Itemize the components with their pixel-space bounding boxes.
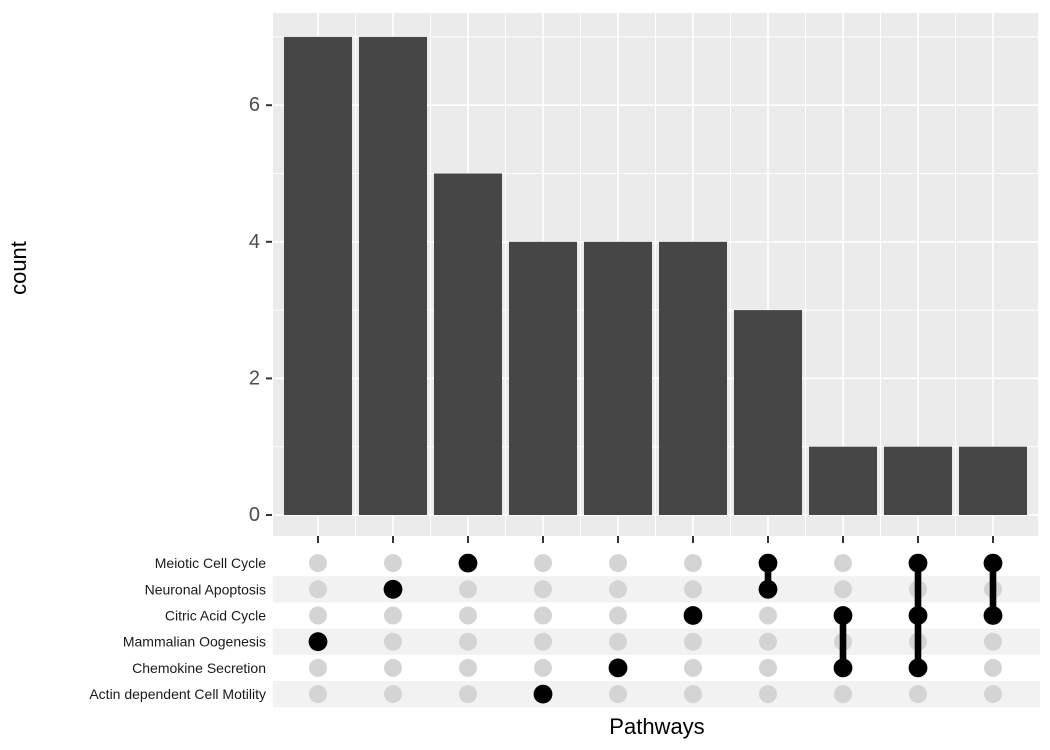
bar (434, 173, 502, 515)
bar (884, 446, 952, 515)
matrix-dot-active (458, 553, 478, 573)
matrix-dot-inactive (459, 685, 477, 704)
matrix-dot-inactive (534, 554, 552, 573)
matrix-dot-inactive (309, 580, 327, 599)
y-tick-label: 2 (249, 367, 260, 389)
matrix-dot-active (758, 553, 778, 573)
bars (284, 36, 1027, 516)
matrix-dot-active (983, 606, 1003, 625)
matrix-dot-inactive (459, 632, 477, 651)
set-label: Actin dependent Cell Motility (89, 686, 266, 702)
matrix-dot-inactive (759, 685, 777, 704)
matrix-dot-inactive (384, 685, 402, 704)
bar (809, 446, 877, 515)
matrix-dot-inactive (534, 606, 552, 625)
axis-ticks (266, 104, 994, 543)
y-tick-label: 0 (249, 504, 260, 526)
matrix-dot-inactive (609, 554, 627, 573)
matrix-dot-inactive (309, 554, 327, 573)
matrix-dot-active (908, 606, 928, 625)
matrix-dot-inactive (984, 658, 1002, 677)
matrix-dot-inactive (684, 658, 702, 677)
matrix-dot-inactive (684, 580, 702, 599)
matrix-dot-inactive (384, 658, 402, 677)
matrix-dot-inactive (534, 658, 552, 677)
bar (959, 446, 1027, 515)
matrix-dot-active (833, 606, 853, 625)
matrix-dot-inactive (384, 554, 402, 573)
matrix-dot-active (908, 658, 928, 678)
matrix-dot-inactive (834, 580, 852, 599)
y-tick-labels: 0 2 4 6 (249, 94, 260, 526)
x-axis-title: Pathways (609, 714, 705, 739)
set-label: Mammalian Oogenesis (123, 634, 266, 650)
matrix-dot-inactive (459, 580, 477, 599)
matrix-dot-active (833, 658, 853, 678)
set-label: Chemokine Secretion (132, 660, 266, 676)
matrix-dot-inactive (684, 685, 702, 704)
bar (284, 36, 352, 516)
matrix-dot-inactive (759, 658, 777, 677)
bar (509, 241, 577, 515)
matrix-dot-inactive (609, 685, 627, 704)
matrix-dot-inactive (909, 685, 927, 704)
matrix-dot-inactive (609, 606, 627, 625)
matrix-dot-inactive (309, 658, 327, 677)
matrix-dot-inactive (384, 606, 402, 625)
matrix-dot-inactive (984, 632, 1002, 651)
y-tick-label: 4 (249, 231, 260, 253)
set-label: Citric Acid Cycle (165, 608, 266, 624)
set-label: Meiotic Cell Cycle (155, 555, 266, 571)
matrix-dot-inactive (759, 606, 777, 625)
bar (584, 241, 652, 515)
matrix-dot-active (608, 658, 628, 678)
matrix-dot-inactive (759, 632, 777, 651)
matrix-dot-inactive (684, 554, 702, 573)
matrix-dot-inactive (534, 632, 552, 651)
matrix-dot-inactive (309, 606, 327, 625)
matrix-active (308, 553, 1003, 704)
matrix-dot-active (758, 579, 778, 599)
matrix-dot-active (683, 606, 703, 625)
matrix-dot-active (383, 579, 403, 599)
bar (734, 310, 802, 515)
matrix-dot-inactive (609, 632, 627, 651)
matrix-dot-inactive (834, 554, 852, 573)
bar (359, 36, 427, 516)
matrix-dot-active (308, 632, 328, 652)
matrix-dot-active (908, 553, 928, 573)
matrix-dot-inactive (834, 685, 852, 704)
matrix-dot-active (533, 684, 553, 704)
matrix-dot-inactive (459, 606, 477, 625)
matrix-dot-active (983, 553, 1003, 573)
set-label: Neuronal Apoptosis (145, 581, 266, 597)
matrix-dot-inactive (984, 685, 1002, 704)
matrix-dot-inactive (384, 632, 402, 651)
matrix-dot-inactive (459, 658, 477, 677)
matrix-dot-inactive (684, 632, 702, 651)
set-labels: Meiotic Cell Cycle Neuronal Apoptosis Citr… (89, 555, 266, 702)
bar (659, 241, 727, 515)
matrix-dot-inactive (534, 580, 552, 599)
y-tick-label: 6 (249, 94, 260, 116)
matrix-dot-inactive (609, 580, 627, 599)
matrix-dot-inactive (309, 685, 327, 704)
y-axis-title: count (6, 241, 31, 295)
